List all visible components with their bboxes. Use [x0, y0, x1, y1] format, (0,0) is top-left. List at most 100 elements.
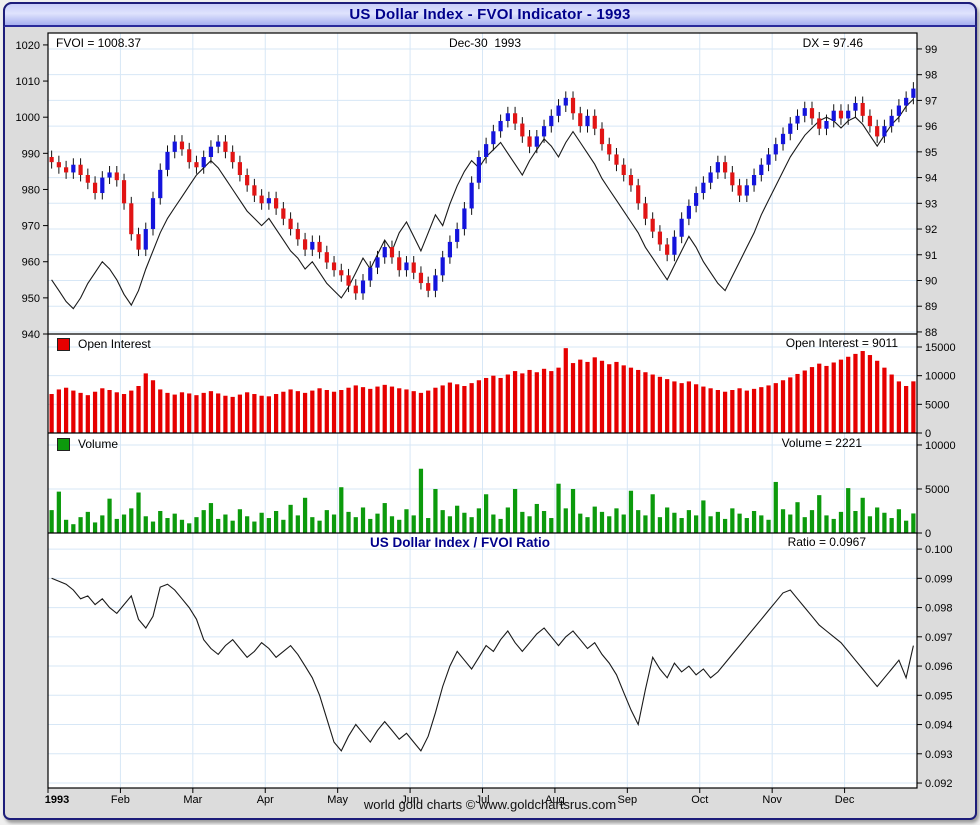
axis-tick-label: 95: [925, 147, 937, 159]
candle-up: [462, 208, 467, 230]
ratio-value-label: Ratio = 0.0967: [787, 535, 866, 549]
open-interest-bar: [107, 390, 112, 433]
candle-up: [773, 144, 778, 155]
candle-down: [867, 115, 873, 127]
volume-bar: [389, 516, 395, 533]
open-interest-bar: [100, 388, 105, 433]
candle-down: [875, 126, 880, 137]
volume-bar: [824, 515, 829, 533]
volume-bar: [187, 523, 192, 533]
volume-bar: [216, 518, 221, 533]
open-interest-bar: [657, 376, 663, 433]
open-interest-bar: [484, 377, 489, 433]
candle-down: [722, 162, 728, 173]
open-interest-bar: [795, 373, 800, 433]
volume-bar: [63, 519, 69, 533]
candle-down: [730, 172, 735, 186]
candle-down: [817, 118, 822, 129]
axis-tick-label: 980: [22, 184, 40, 196]
volume-bar: [273, 510, 279, 533]
axis-tick-label: 15000: [925, 342, 956, 354]
volume-bar: [100, 515, 105, 533]
candle-down: [578, 113, 583, 127]
open-interest-bar: [208, 391, 214, 433]
candle-down: [194, 162, 199, 168]
open-interest-bar: [838, 359, 844, 433]
open-interest-bar: [455, 384, 460, 433]
candle-down: [92, 182, 98, 194]
volume-bar: [621, 514, 626, 533]
axis-tick-label: 1010: [16, 76, 40, 88]
open-interest-bar: [324, 390, 329, 433]
volume-bar: [426, 518, 431, 533]
candle-up: [708, 172, 713, 183]
candle-down: [643, 203, 648, 219]
open-interest-bar: [882, 367, 887, 433]
volume-bar: [56, 491, 61, 533]
volume-bar: [853, 510, 858, 533]
open-interest-bar: [578, 359, 583, 433]
volume-bar: [136, 492, 141, 533]
candle-up: [911, 88, 916, 98]
candle-up: [447, 241, 453, 258]
open-interest-bar: [302, 392, 308, 433]
open-interest-bar: [636, 369, 641, 433]
candle-up: [715, 162, 720, 173]
volume-bar: [817, 495, 822, 533]
volume-bar: [281, 519, 286, 533]
axis-tick-label: 0: [925, 528, 931, 540]
open-interest-bar: [129, 390, 134, 433]
candle-up: [484, 144, 489, 158]
open-interest-bar: [353, 385, 358, 433]
candle-down: [274, 198, 279, 209]
volume-bar: [882, 512, 887, 533]
axis-tick-label: 89: [925, 301, 937, 313]
volume-bar: [455, 505, 460, 533]
open-interest-bar: [49, 394, 54, 433]
candle-down: [259, 195, 264, 204]
x-axis-label: Mar: [183, 794, 202, 806]
open-interest-bar: [194, 395, 199, 433]
volume-bar: [310, 517, 315, 533]
title-bar: US Dollar Index - FVOI Indicator - 1993: [3, 2, 977, 27]
candle-down: [346, 275, 351, 286]
open-interest-bar: [643, 372, 648, 433]
candle-up: [824, 120, 829, 129]
fvoi-line: [51, 98, 914, 310]
volume-bar: [549, 518, 554, 533]
volume-bar: [592, 506, 597, 533]
axis-tick-label: 5000: [925, 399, 949, 411]
open-interest-bar: [447, 382, 453, 433]
volume-bar: [317, 520, 322, 533]
candle-up: [100, 177, 105, 194]
candle-up: [491, 131, 496, 145]
x-axis-label: Apr: [257, 794, 274, 806]
candle-down: [288, 218, 293, 230]
volume-value-label: Volume = 2221: [781, 436, 862, 450]
volume-bar: [143, 516, 148, 533]
candle-up: [172, 141, 177, 152]
candle-up: [476, 157, 481, 183]
volume-bar: [867, 516, 873, 533]
open-interest-bar: [650, 374, 655, 433]
window-title: US Dollar Index - FVOI Indicator - 1993: [349, 6, 631, 23]
volume-bar: [607, 516, 612, 533]
volume-bar: [498, 518, 503, 533]
axis-tick-label: 0.093: [925, 749, 953, 761]
axis-tick-label: 5000: [925, 484, 949, 496]
volume-bar: [686, 510, 692, 533]
open-interest-bar: [295, 391, 300, 433]
candle-down: [353, 285, 358, 294]
open-interest-bar: [875, 360, 880, 433]
volume-bar: [368, 518, 373, 533]
candle-down: [49, 157, 54, 163]
open-interest-bar: [143, 373, 148, 433]
volume-bar: [302, 497, 308, 533]
axis-tick-label: 940: [22, 329, 40, 341]
volume-bar: [904, 520, 909, 533]
x-axis-label: 1993: [45, 794, 69, 806]
open-interest-bar: [114, 392, 119, 433]
volume-bar: [520, 511, 525, 533]
volume-bar: [259, 512, 264, 533]
candle-down: [418, 272, 424, 284]
